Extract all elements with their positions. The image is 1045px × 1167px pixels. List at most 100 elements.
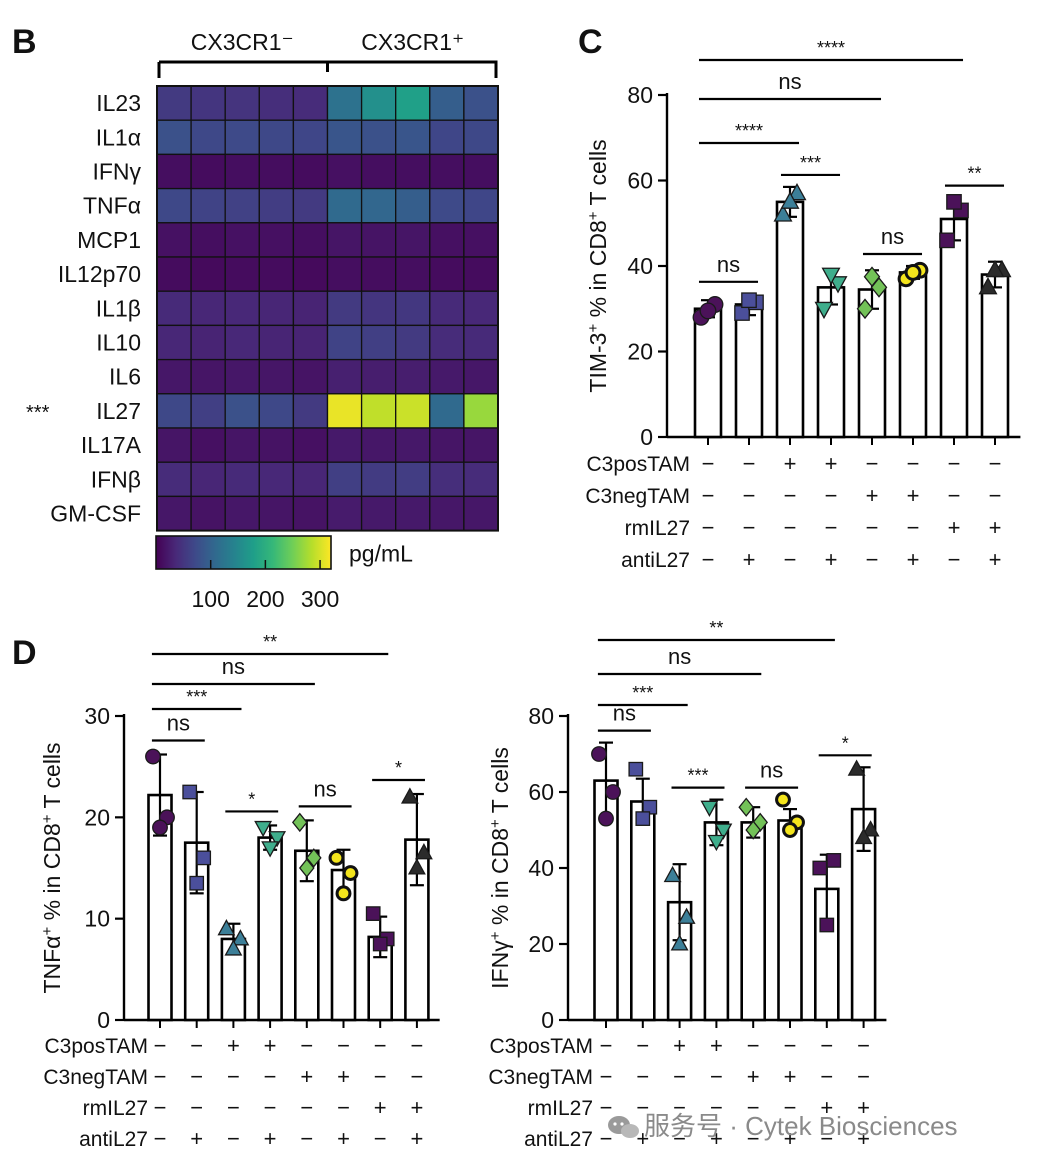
condition-sign: − (784, 1033, 797, 1058)
bar (939, 217, 969, 439)
heatmap-row-label: MCP1 (77, 227, 141, 253)
significance-label: * (395, 758, 402, 778)
heatmap-cell (463, 324, 499, 361)
heatmap-cell (463, 119, 499, 156)
data-point (182, 784, 198, 800)
heatmap-cell (190, 324, 226, 361)
watermark-text: 服务号 · Cytek Biosciences (644, 1111, 958, 1141)
bar (740, 821, 767, 1022)
heatmap-cell (258, 119, 295, 156)
condition-sign: − (227, 1126, 240, 1151)
condition-sign: − (702, 451, 715, 476)
condition-sign: − (907, 515, 920, 540)
data-point (745, 820, 762, 840)
heatmap-row-label: IL1α (96, 124, 141, 150)
heatmap-cell (463, 393, 499, 429)
heatmap-cell (395, 461, 431, 498)
y-axis-label-part: TIM-3 (585, 333, 611, 393)
y-axis-label: TIM-3+ % in CD8+ T cells (585, 139, 612, 392)
condition-sign: − (410, 1064, 423, 1089)
condition-sign: − (784, 1095, 797, 1120)
data-point (328, 849, 345, 866)
condition-sign: − (300, 1126, 313, 1151)
condition-sign: − (636, 1095, 649, 1120)
heatmap-cell (292, 222, 329, 258)
data-point (782, 822, 798, 838)
condition-sign: − (820, 1064, 833, 1089)
heatmap-cell (258, 427, 295, 463)
condition-sign: + (784, 1126, 797, 1151)
condition-label: C3negTAM (585, 485, 690, 508)
data-point (335, 885, 352, 902)
heatmap-cell (429, 222, 465, 258)
y-tick-label: 10 (84, 906, 110, 932)
heatmap-cell (326, 358, 363, 395)
heatmap-cell (429, 324, 465, 361)
data-point (985, 259, 1005, 278)
condition-label: C3posTAM (587, 453, 690, 476)
y-axis-label-part: % in CD8 (487, 828, 513, 932)
y-axis-label-part: T cells (39, 742, 65, 814)
y-axis-label: TNFα+ % in CD8+ T cells (39, 742, 66, 993)
data-point (152, 819, 168, 836)
heatmap-row-label: IL1β (96, 295, 141, 321)
heatmap-row-label: GM-CSF (50, 501, 141, 527)
heatmap-cell (292, 85, 329, 121)
condition-sign: + (264, 1126, 277, 1151)
heatmap-cell (156, 119, 192, 156)
heatmap-cell (190, 222, 226, 258)
heatmap-cell (258, 393, 295, 429)
condition-sign: − (154, 1095, 167, 1120)
significance-label: ns (222, 654, 245, 679)
bar (980, 273, 1010, 439)
condition-sign: + (374, 1095, 387, 1120)
heatmap-cell (326, 495, 363, 532)
y-axis-label-part: % in CD8 (39, 823, 65, 927)
heatmap-cell (224, 427, 260, 463)
bar (693, 307, 723, 439)
condition-sign: + (710, 1126, 723, 1151)
condition-sign: − (636, 1033, 649, 1058)
heatmap-cell (326, 427, 363, 463)
significance-label: **** (817, 38, 845, 58)
condition-label: rmIL27 (528, 1097, 593, 1120)
data-point (196, 850, 212, 866)
condition-sign: − (825, 483, 838, 508)
heatmap-cell (190, 119, 226, 156)
significance-label: *** (800, 153, 821, 173)
condition-sign: − (743, 483, 756, 508)
significance-label: *** (632, 683, 653, 703)
data-point (224, 939, 243, 956)
condition-sign: − (866, 451, 879, 476)
heatmap-cell (258, 153, 295, 190)
significance-label: ns (613, 701, 636, 726)
data-point (268, 831, 287, 848)
heatmap-cell (258, 324, 295, 361)
significance-label: ns (167, 711, 190, 736)
heatmap-cell (463, 461, 499, 498)
heatmap-cell (156, 256, 192, 292)
heatmap-cell (292, 358, 329, 395)
heatmap-cell (292, 324, 329, 361)
heatmap-cell (360, 222, 397, 258)
heatmap-cell (360, 393, 397, 429)
heatmap-cell (258, 358, 295, 395)
data-point (707, 834, 726, 852)
heatmap-cell (395, 187, 431, 224)
heatmap-cell (463, 358, 499, 395)
condition-sign: − (784, 483, 797, 508)
y-axis-label-part: + (487, 931, 504, 940)
heatmap-cell (224, 324, 260, 361)
heatmap-cell (360, 495, 397, 532)
y-tick-label: 20 (84, 804, 110, 830)
heatmap-cell (190, 290, 226, 327)
heatmap-cell (156, 495, 192, 532)
significance-label: ** (709, 618, 723, 638)
heatmap-cell (360, 85, 397, 121)
condition-sign: + (710, 1033, 723, 1058)
heatmap-cell (326, 85, 363, 121)
data-point (591, 746, 607, 762)
data-point (780, 191, 800, 209)
data-point (828, 276, 848, 294)
